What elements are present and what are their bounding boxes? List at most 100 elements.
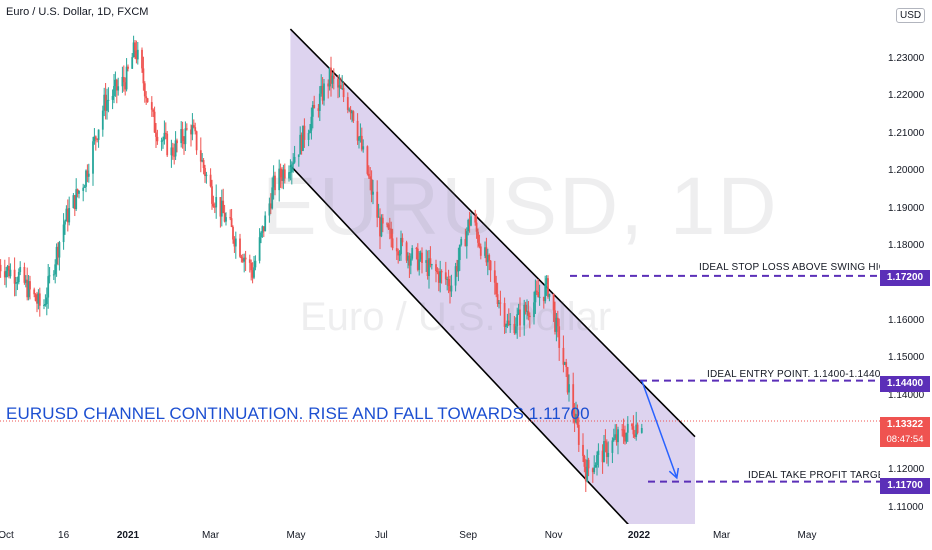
candle-body xyxy=(576,414,579,425)
candle-body xyxy=(367,173,370,177)
candle-body xyxy=(309,130,311,133)
candle-body xyxy=(562,347,565,365)
candle-body xyxy=(348,109,351,111)
candle-body xyxy=(376,191,379,218)
candle-body xyxy=(526,310,528,312)
candle-body xyxy=(94,136,97,140)
candle-body xyxy=(106,100,108,111)
candle-body xyxy=(125,66,128,90)
candle-body xyxy=(57,246,59,258)
time-tick-label: Nov xyxy=(544,530,563,541)
candle-body xyxy=(213,206,216,208)
candle-body xyxy=(387,224,390,229)
candle-body xyxy=(370,178,373,195)
candle-body xyxy=(111,95,114,100)
time-axis[interactable]: Oct 16 2021 Mar May Jul Sep Nov 2022 Mar May xyxy=(0,524,880,550)
candle-body xyxy=(611,440,614,453)
candle-body xyxy=(250,262,253,271)
take-profit-level-badge: 1.11700 xyxy=(880,478,930,494)
stop-loss-annotation[interactable]: IDEAL STOP LOSS ABOVE SWING HIGH xyxy=(699,262,880,273)
candle-body xyxy=(341,88,344,90)
candle-body xyxy=(303,125,306,140)
candle-body xyxy=(180,129,183,144)
candle-body xyxy=(484,247,486,256)
time-tick-label: Mar xyxy=(201,530,220,541)
price-tick-label: 1.20000 xyxy=(888,165,925,177)
candle-body xyxy=(143,83,146,97)
candle-body xyxy=(131,57,134,69)
candle-body xyxy=(358,137,360,141)
candle-body xyxy=(583,455,586,467)
candle-body xyxy=(199,150,202,162)
candle-body xyxy=(603,441,605,463)
candle-body xyxy=(204,168,206,177)
candle-body xyxy=(542,296,545,302)
chart-svg[interactable] xyxy=(0,0,880,524)
candle-body xyxy=(328,67,331,87)
candle-body xyxy=(505,325,507,327)
time-tick-label: May xyxy=(286,530,306,541)
price-tick-label: 1.21000 xyxy=(888,127,925,139)
chart-plot-area[interactable]: EURUSD, 1D Euro / U.S. Dollar Euro / U.S… xyxy=(0,0,880,524)
candle-body xyxy=(356,120,359,141)
candle-body xyxy=(447,279,450,287)
symbol-title[interactable]: Euro / U.S. Dollar, 1D, FXCM xyxy=(6,6,149,18)
candle-body xyxy=(230,218,233,227)
candle-body xyxy=(527,310,530,316)
candle-body xyxy=(499,302,502,304)
candle-body xyxy=(419,252,422,260)
candle-body xyxy=(122,76,125,83)
take-profit-annotation[interactable]: IDEAL TAKE PROFIT TARGET xyxy=(748,470,880,481)
candle-body xyxy=(631,423,633,427)
candle-body xyxy=(107,99,110,101)
currency-button[interactable]: USD xyxy=(896,8,926,23)
candle-body xyxy=(97,129,100,140)
candle-body xyxy=(281,177,283,181)
candle-body xyxy=(597,450,600,455)
candle-body xyxy=(6,265,9,271)
candle-body xyxy=(360,135,363,150)
candle-body xyxy=(54,264,57,275)
channel-lower-line xyxy=(289,165,629,524)
projection-arrow-shaft xyxy=(641,380,678,479)
watermark-name: Euro / U.S. Dollar xyxy=(300,295,612,339)
entry-point-annotation[interactable]: IDEAL ENTRY POINT. 1.1400-1.14400 xyxy=(707,369,880,380)
candle-body xyxy=(190,129,192,135)
candle-body xyxy=(93,136,96,142)
candle-body xyxy=(400,237,402,255)
candle-body xyxy=(211,186,213,204)
chart-headline-annotation[interactable]: EURUSD CHANNEL CONTINUATION. RISE AND FA… xyxy=(6,404,590,423)
candle-body xyxy=(409,258,412,266)
candle-body xyxy=(258,237,261,261)
candle-body xyxy=(73,195,76,210)
candle-body xyxy=(352,111,355,121)
candle-body xyxy=(437,272,440,283)
candle-body xyxy=(45,297,48,305)
candle-body xyxy=(436,270,439,273)
candle-body xyxy=(96,139,99,141)
candle-body xyxy=(191,125,194,135)
candle-body xyxy=(76,189,79,194)
candle-body xyxy=(17,272,20,283)
candle-body xyxy=(411,247,414,259)
candle-body xyxy=(134,42,136,51)
candle-body xyxy=(260,232,262,238)
candle-body xyxy=(162,139,164,141)
candle-body xyxy=(426,260,429,277)
candle-body xyxy=(320,85,323,94)
candle-body xyxy=(283,169,286,179)
price-tick-label: 1.18000 xyxy=(888,240,925,251)
candle-body xyxy=(587,459,590,469)
candle-body xyxy=(307,132,310,140)
candle-body xyxy=(243,257,246,262)
candle-body xyxy=(474,216,477,223)
candle-body xyxy=(366,146,369,174)
candle-body xyxy=(398,254,401,256)
candle-body xyxy=(222,200,225,214)
candle-body xyxy=(164,132,167,134)
candle-body xyxy=(601,450,604,463)
candle-body xyxy=(362,146,365,150)
candle-body xyxy=(621,429,624,431)
candle-body xyxy=(174,140,177,157)
candle-body xyxy=(268,203,271,216)
